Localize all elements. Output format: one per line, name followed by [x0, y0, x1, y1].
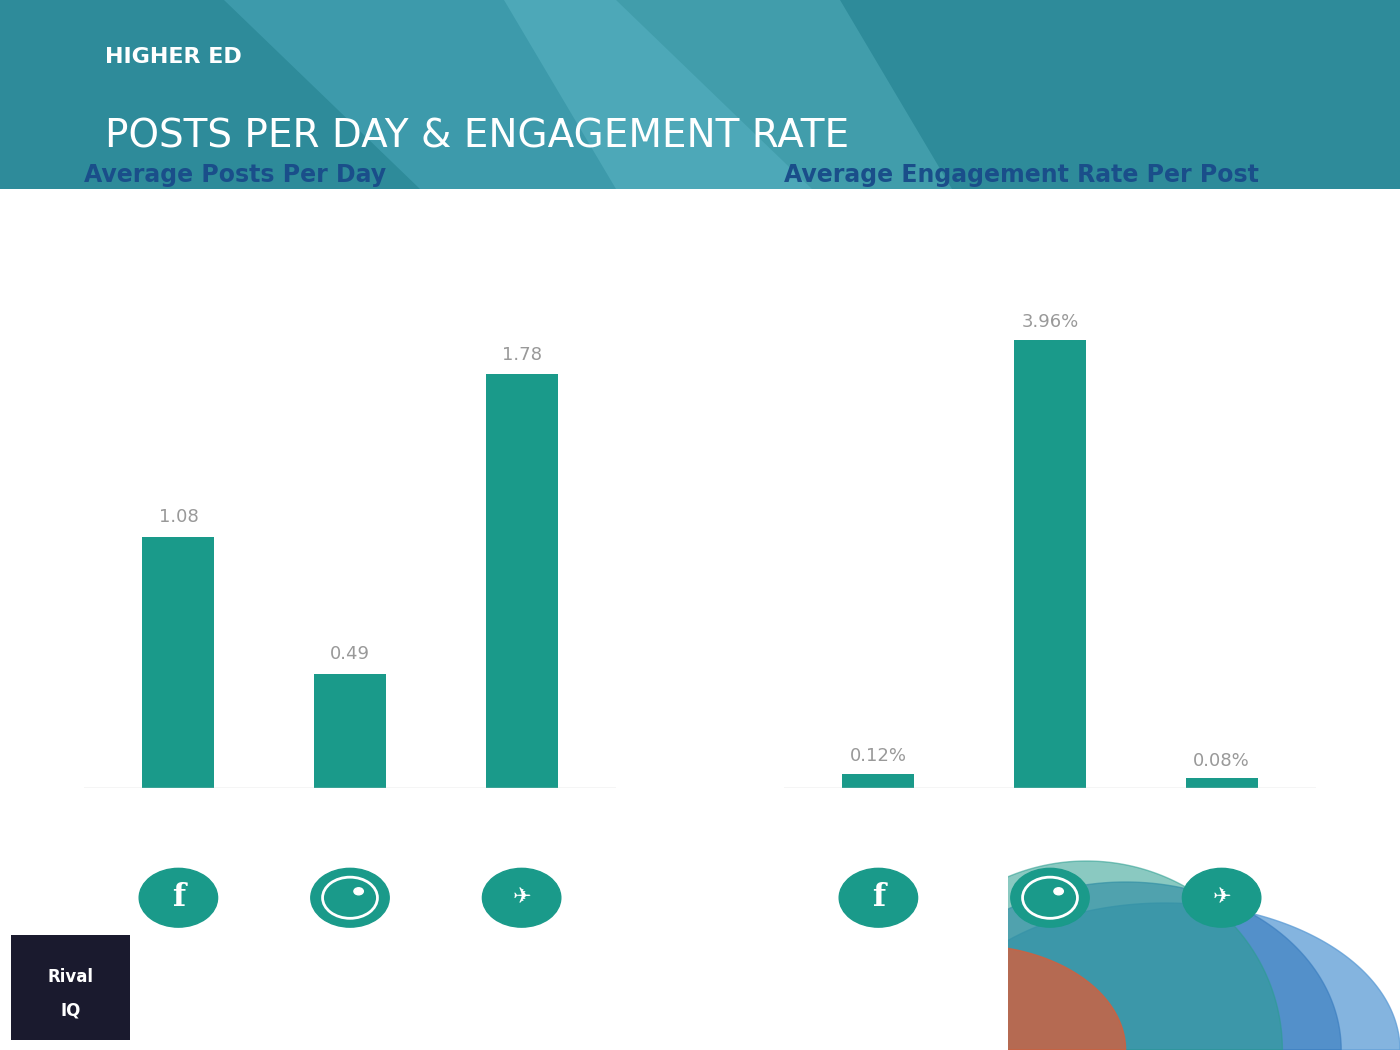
- Polygon shape: [890, 861, 1282, 1050]
- Polygon shape: [812, 945, 1126, 1050]
- FancyBboxPatch shape: [11, 934, 130, 1040]
- Text: HIGHER ED: HIGHER ED: [105, 46, 242, 67]
- FancyBboxPatch shape: [0, 0, 1400, 189]
- Polygon shape: [504, 0, 952, 189]
- Text: f: f: [872, 882, 885, 914]
- Text: 0.12%: 0.12%: [850, 747, 907, 765]
- Bar: [314, 674, 386, 788]
- Polygon shape: [224, 0, 812, 189]
- Bar: [486, 374, 557, 788]
- Bar: [1186, 778, 1257, 788]
- Bar: [1014, 340, 1086, 788]
- Text: Average Engagement Rate Per Post: Average Engagement Rate Per Post: [784, 163, 1259, 187]
- Text: ✈: ✈: [512, 887, 531, 908]
- Polygon shape: [910, 882, 1341, 1050]
- Text: IQ: IQ: [60, 1001, 81, 1020]
- Text: f: f: [172, 882, 185, 914]
- Text: 1.08: 1.08: [158, 508, 199, 526]
- Text: POSTS PER DAY & ENGAGEMENT RATE: POSTS PER DAY & ENGAGEMENT RATE: [105, 118, 850, 155]
- Text: Rival: Rival: [48, 967, 94, 986]
- Text: 0.08%: 0.08%: [1193, 752, 1250, 770]
- Polygon shape: [930, 903, 1400, 1050]
- Text: 3.96%: 3.96%: [1022, 313, 1078, 331]
- Text: 1.78: 1.78: [501, 345, 542, 363]
- Bar: [843, 774, 914, 788]
- Text: 0.49: 0.49: [330, 646, 370, 664]
- Text: ✈: ✈: [1212, 887, 1231, 908]
- Bar: [143, 537, 214, 788]
- Text: Average Posts Per Day: Average Posts Per Day: [84, 163, 386, 187]
